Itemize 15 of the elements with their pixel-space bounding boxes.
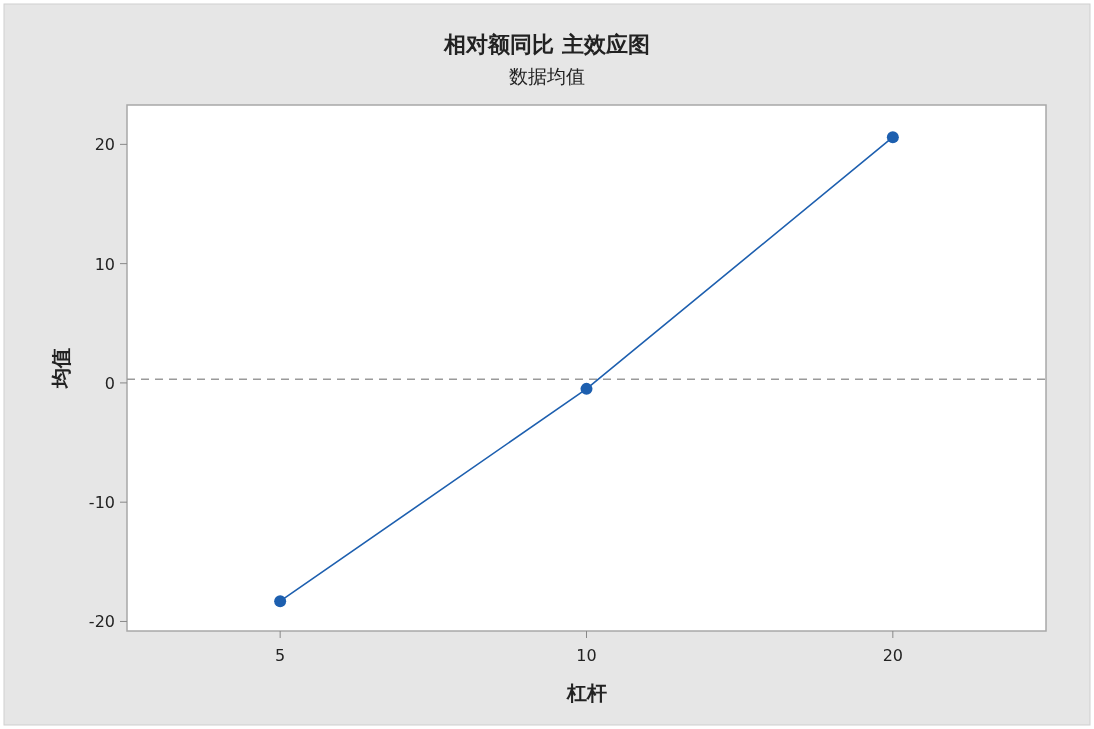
- chart-subtitle: 数据均值: [509, 65, 585, 87]
- y-axis-title: 均值: [49, 348, 73, 389]
- point: [886, 131, 899, 144]
- y-tick-label: 0: [104, 373, 115, 393]
- x-tick-label: 10: [576, 646, 597, 665]
- y-tick-label: -10: [88, 493, 115, 513]
- x-tick-label: 20: [882, 646, 904, 665]
- point: [580, 382, 593, 395]
- chart-title: 相对额同比 主效应图: [443, 32, 650, 57]
- y-tick-label: 10: [94, 254, 115, 274]
- x-tick-label: 5: [275, 646, 286, 665]
- y-tick-label: -20: [88, 612, 115, 632]
- y-tick-label: 20: [94, 135, 115, 155]
- point: [274, 595, 287, 608]
- x-axis-title: 杠杆: [565, 681, 607, 705]
